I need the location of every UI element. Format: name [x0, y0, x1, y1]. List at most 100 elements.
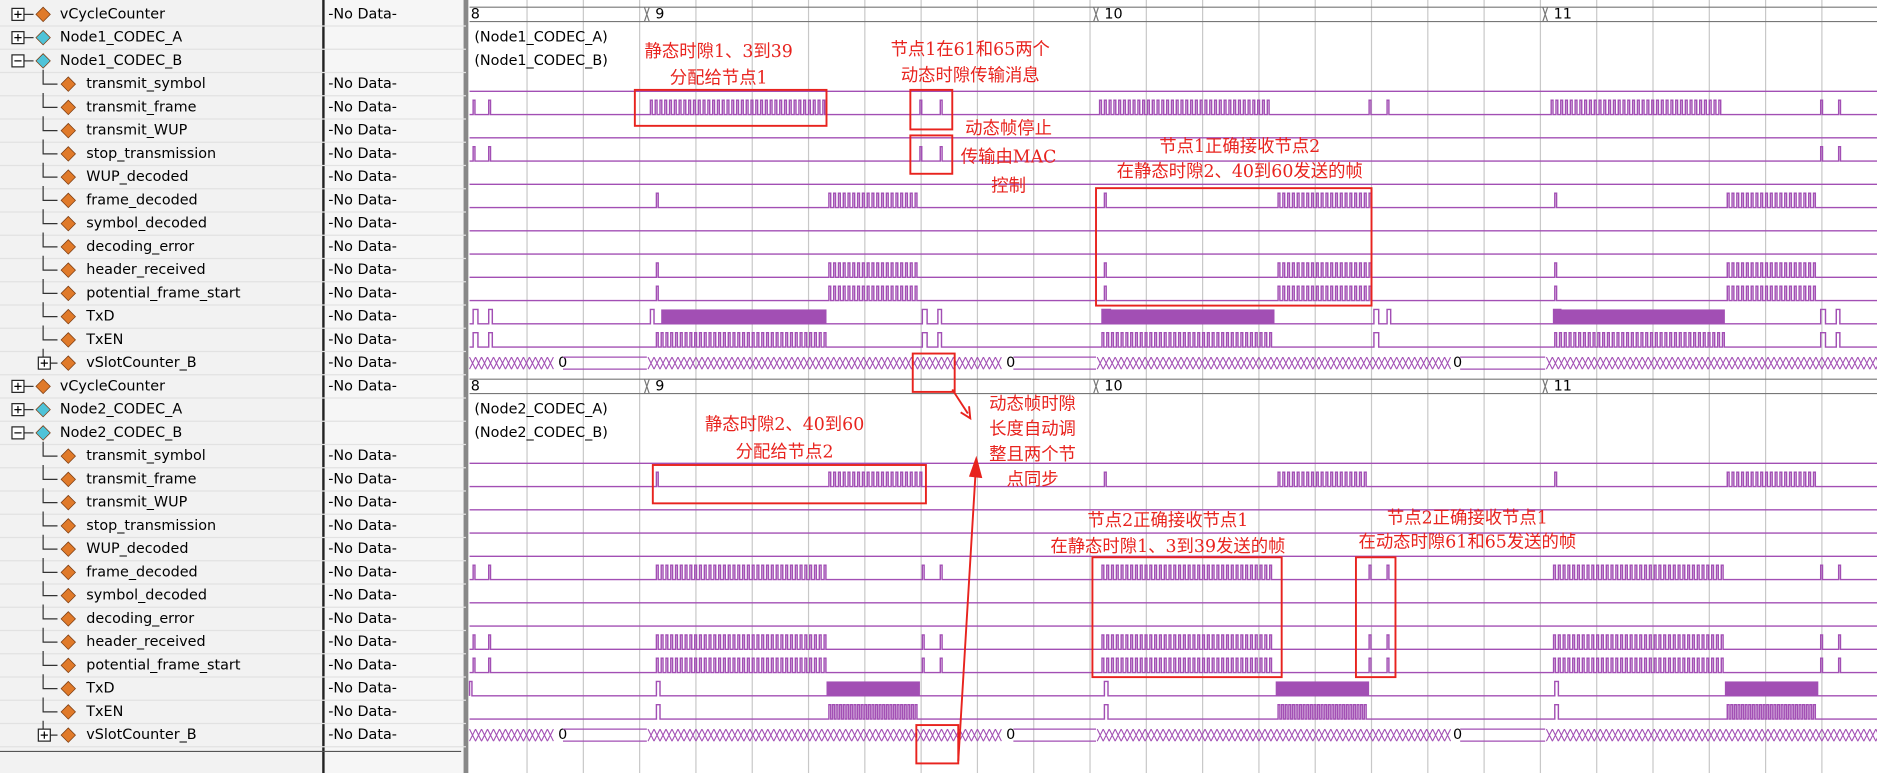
highlight-box: [1091, 556, 1283, 679]
signal-icon: [35, 401, 51, 418]
signal-icon: [60, 634, 76, 650]
cycle-label: 11: [1554, 6, 1572, 22]
bus-transition: [643, 378, 650, 394]
cycle-label: 9: [655, 6, 664, 22]
tree-line: [42, 69, 58, 85]
signal-value: -No Data-: [328, 495, 397, 511]
signal-value: -No Data-: [328, 355, 397, 371]
annotation: 在静态时隙1、3到39发送的帧: [1050, 537, 1285, 557]
signal-value: -No Data-: [328, 634, 397, 650]
signal-name: vCycleCounter: [60, 6, 165, 22]
signal-icon: [60, 122, 76, 139]
annotation: 动态时隙传输消息: [901, 66, 1040, 86]
waveform: [468, 680, 1877, 697]
signal-name: transmit_frame: [86, 471, 196, 487]
tree-line: [42, 209, 58, 225]
annotation: 动态帧停止: [965, 119, 1052, 139]
signal-name: TxEN: [85, 704, 123, 720]
bus-transition: [1093, 7, 1099, 22]
bus-transition: [1093, 378, 1099, 394]
annotation: 静态时隙2、40到60: [705, 415, 864, 435]
signal-value: -No Data-: [328, 6, 397, 22]
bus-waveform: [1545, 356, 1877, 370]
waveform: [469, 331, 1877, 348]
signal-icon: [60, 704, 76, 720]
highlight-box: [909, 88, 954, 131]
signal-icon: [60, 355, 76, 371]
annotation: 动态帧时隙: [989, 395, 1076, 415]
cycle-label: 10: [1104, 6, 1122, 22]
signal-icon: [35, 6, 51, 23]
highlight-box: [915, 724, 960, 765]
signal-name: transmit_WUP: [86, 123, 187, 139]
signal-name: transmit_symbol: [86, 76, 206, 92]
annotation: 整且两个节: [989, 445, 1076, 465]
signal-icon: [60, 727, 76, 743]
signal-value: -No Data-: [328, 588, 397, 604]
slot-label: 0: [1453, 355, 1462, 371]
signal-name: header_received: [86, 262, 205, 278]
signal-icon: [35, 29, 51, 46]
signal-value: -No Data-: [328, 564, 397, 580]
signal-value: -No Data-: [328, 704, 397, 720]
signal-icon: [60, 448, 76, 464]
signal-icon: [60, 494, 76, 511]
signal-name: vSlotCounter_B: [86, 727, 196, 743]
expand-toggle-sign: [40, 359, 48, 367]
signal-name: decoding_error: [86, 239, 194, 255]
signal-name: potential_frame_start: [86, 657, 241, 673]
signal-name: TxD: [85, 309, 114, 325]
cycle-label: 11: [1554, 378, 1572, 394]
waveform: [469, 192, 1877, 209]
signal-icon: [60, 564, 76, 581]
signal-icon: [60, 146, 76, 162]
bus-waveform: [469, 356, 554, 370]
signal-name: symbol_decoded: [86, 216, 207, 232]
bus-transition: [643, 7, 650, 22]
signal-name: transmit_symbol: [86, 448, 206, 464]
bus-waveform: [1096, 356, 1452, 370]
highlight-box: [1354, 556, 1397, 679]
expand-toggle-sign: [14, 382, 22, 390]
tree-line: [42, 557, 58, 573]
tree-line: [42, 92, 58, 108]
signal-name: WUP_decoded: [86, 541, 188, 557]
annotation: 节点1在61和65两个: [891, 40, 1050, 60]
signal-value: -No Data-: [328, 611, 397, 627]
signal-value: -No Data-: [328, 76, 397, 92]
tree-line: [42, 534, 58, 550]
waveform: [469, 471, 1877, 488]
tree-line: [42, 255, 58, 271]
annotation: 在动态时隙61和65发送的帧: [1358, 532, 1576, 552]
cycle-label: 8: [471, 6, 480, 22]
signal-value: -No Data-: [328, 518, 397, 534]
signal-group: vCycleCounter -No Data- 8 9 10 11 Node2_CODEC_…: [0, 378, 1877, 748]
signal-icon: [60, 285, 76, 302]
annotation: 传输由MAC: [961, 148, 1057, 168]
signal-name: Node1_CODEC_A: [60, 30, 182, 46]
slot-label: 0: [1006, 355, 1015, 371]
tree-line: [42, 116, 58, 132]
codec-label: (Node2_CODEC_A): [474, 402, 607, 418]
annotation: 长度自动调: [989, 420, 1076, 440]
signal-icon: [60, 680, 76, 697]
bus-transition: [1542, 7, 1549, 22]
signal-icon: [60, 192, 76, 209]
cycle-label: 9: [655, 378, 664, 394]
cycle-label: 8: [471, 378, 480, 394]
tree-line: [42, 650, 58, 666]
tree-line: [42, 488, 58, 504]
signal-icon: [35, 425, 51, 441]
annotation: 分配给节点1: [670, 69, 768, 89]
signal-name: Node1_CODEC_B: [60, 53, 182, 69]
signal-value: -No Data-: [328, 146, 397, 162]
waveform: [469, 657, 1877, 674]
signal-name: symbol_decoded: [86, 588, 207, 604]
signal-name: TxD: [85, 681, 114, 697]
signal-icon: [60, 99, 76, 116]
waveform: [469, 285, 1877, 302]
bus-waveform: [469, 378, 1877, 395]
bus-waveform: [562, 356, 1546, 370]
signal-icon: [35, 378, 51, 395]
